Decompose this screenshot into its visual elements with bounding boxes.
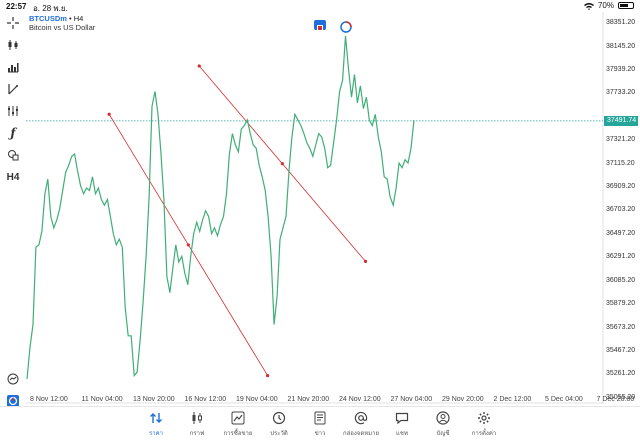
price-axis-tick-label: 38145.20 (606, 42, 636, 50)
price-chart[interactable] (26, 12, 604, 404)
time-axis-tick-label: 7 Dec 20:00 (596, 396, 635, 403)
price-axis-tick-label: 36703.20 (606, 206, 636, 214)
function-icon[interactable]: ƒ (10, 126, 16, 140)
tab-label: การตั้งค่า (471, 431, 497, 437)
bars-type-icon[interactable] (4, 58, 22, 76)
time-axis-tick-label: 16 Nov 12:00 (184, 396, 227, 403)
price-axis-tick-label: 37321.20 (606, 136, 636, 144)
price-axis-tick-label: 35467.20 (606, 346, 636, 354)
timeframe-button[interactable]: H4 (6, 171, 20, 183)
price-axis-tick-label: 37733.20 (606, 89, 636, 97)
time-axis-tick-label: 21 Nov 20:00 (287, 396, 330, 403)
quick-trade-icon[interactable] (340, 20, 352, 33)
symbol-ticker[interactable]: BTCUSDm (29, 14, 67, 23)
price-axis-tick-label: 35055.20 (606, 393, 636, 401)
arrows-updown-icon (134, 409, 178, 425)
tab-label: บัญชี (436, 431, 450, 437)
current-price-tag: 37491.74 (604, 115, 638, 126)
tab-chat[interactable]: แชท (380, 409, 424, 443)
time-axis-tick-label: 19 Nov 04:00 (236, 396, 278, 403)
symbol-separator: • (66, 14, 74, 23)
tab-label: กล่องจดหมาย (342, 431, 380, 437)
user-icon (421, 409, 465, 425)
candles-icon (175, 409, 219, 425)
trendline-1-mid-handle[interactable] (186, 243, 190, 247)
trendline-tool-icon[interactable] (4, 80, 22, 98)
symbol-description: Bitcoin vs US Dollar (29, 23, 96, 32)
tab-mailbox[interactable]: กล่องจดหมาย (339, 409, 383, 443)
tab-label: ประวัติ (270, 431, 288, 437)
objects-icon[interactable] (4, 146, 22, 164)
status-date: อ. 28 พ.ย. (33, 4, 68, 13)
history-icon (257, 409, 301, 425)
time-axis-tick-label: 13 Nov 20:00 (133, 396, 175, 403)
trendline-2-end-handle[interactable] (363, 259, 368, 264)
symbol-timeframe: H4 (73, 14, 84, 23)
price-axis-tick-label: 36085.20 (606, 276, 636, 284)
tab-news[interactable]: ข่าว (298, 409, 342, 443)
price-axis-tick-label: 36291.20 (606, 253, 636, 261)
price-axis-tick-label: 36497.20 (606, 229, 636, 237)
trendline-1-start-handle[interactable] (107, 112, 111, 116)
tab-settings[interactable]: การตั้งค่า (462, 409, 506, 443)
price-axis-tick-label: 35879.20 (606, 300, 636, 308)
tab-history[interactable]: ประวัติ (257, 409, 301, 443)
time-axis-tick-label: 5 Dec 04:00 (545, 396, 583, 403)
tab-quotes[interactable]: ราคา (134, 409, 178, 443)
time-axis-tick-label: 11 Nov 04:00 (81, 396, 123, 403)
drawing-toolbar: ƒ H4 (0, 14, 26, 407)
battery-icon (618, 2, 634, 9)
wifi-icon (583, 2, 594, 10)
tab-label: แชท (396, 431, 408, 437)
price-series-line (26, 35, 415, 380)
account-switch-icon[interactable] (314, 20, 326, 31)
chat-icon (380, 409, 424, 425)
status-time: 22:57 (6, 2, 27, 11)
one-click-trading-icon[interactable] (4, 392, 22, 410)
price-axis-tick-label: 38351.20 (606, 19, 636, 27)
bottom-tab-bar: ราคา กราฟ การซื้อขาย ประวัติ ข่าว กล่องจดหมาย… (0, 406, 640, 447)
tab-trade[interactable]: การซื้อขาย (216, 409, 260, 443)
tab-chart[interactable]: กราฟ (175, 409, 219, 443)
time-axis-tick-label: 27 Nov 04:00 (390, 396, 433, 403)
battery-percent: 70% (597, 1, 614, 10)
price-axis-tick-label: 37939.20 (606, 66, 636, 74)
time-axis-tick-label: 8 Nov 12:00 (30, 396, 68, 403)
trade-chart-icon (216, 409, 260, 425)
tab-accounts[interactable]: บัญชี (421, 409, 465, 443)
status-bar: 22:57 อ. 28 พ.ย. 70% (0, 0, 640, 13)
time-axis-tick-label: 29 Nov 20:00 (442, 396, 484, 403)
price-axis-tick-label: 35673.20 (606, 323, 636, 331)
trendline-2-mid-handle[interactable] (280, 162, 284, 166)
price-axis-tick-label: 36909.20 (606, 183, 636, 191)
at-icon (339, 409, 383, 425)
gear-icon (462, 409, 506, 425)
candles-type-icon[interactable] (4, 36, 22, 54)
trendline-2-start-handle[interactable] (197, 64, 201, 68)
price-axis-tick-label: 35261.20 (606, 370, 636, 378)
zoom-icon[interactable] (4, 370, 22, 388)
tab-label: ราคา (149, 431, 163, 437)
trendline-1-end-handle[interactable] (266, 373, 270, 378)
tab-label: การซื้อขาย (223, 431, 253, 437)
status-right: 70% (583, 1, 634, 10)
time-axis-tick-label: 2 Dec 12:00 (493, 396, 532, 403)
indicators-icon[interactable] (4, 102, 22, 120)
symbol-header: BTCUSDm • H4 (29, 14, 83, 23)
crosshair-icon[interactable] (4, 14, 22, 32)
tab-label: กราฟ (189, 431, 205, 437)
tab-label: ข่าว (314, 431, 326, 437)
news-icon (298, 409, 342, 425)
time-axis-tick-label: 24 Nov 12:00 (339, 396, 381, 403)
price-axis-tick-label: 37115.20 (606, 159, 635, 167)
